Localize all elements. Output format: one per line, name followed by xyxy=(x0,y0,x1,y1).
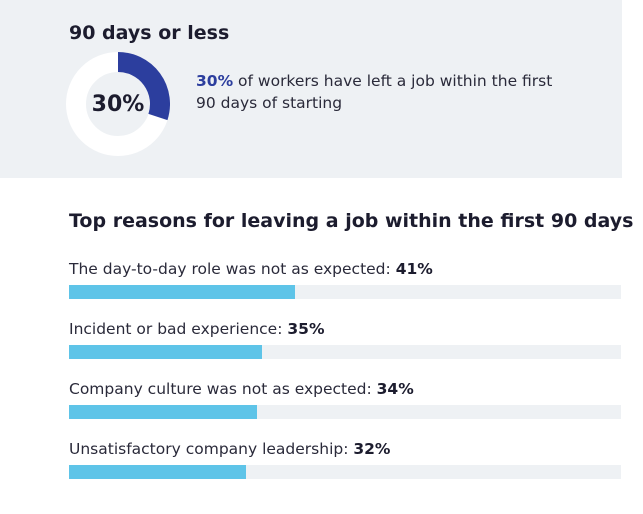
bar xyxy=(69,285,296,299)
bar xyxy=(69,405,257,419)
reason-item: Incident or bad experience: 35% xyxy=(69,318,621,378)
reasons-title: Top reasons for leaving a job within the… xyxy=(69,210,634,232)
stat-text: of workers have left a job within the fi… xyxy=(196,72,553,112)
donut-chart xyxy=(66,52,170,156)
bar xyxy=(69,465,246,479)
reason-value-label: 35% xyxy=(287,320,325,338)
reason-value-label: 41% xyxy=(395,260,433,278)
reason-value-label: 34% xyxy=(376,380,414,398)
reasons-bar-chart: The day-to-day role was not as expected:… xyxy=(69,258,621,498)
reason-text: Company culture was not as expected: xyxy=(69,380,377,398)
stat-description: 30% of workers have left a job within th… xyxy=(196,70,556,114)
reason-text: The day-to-day role was not as expected: xyxy=(69,260,396,278)
donut-slice xyxy=(117,52,170,121)
reason-item: Company culture was not as expected: 34% xyxy=(69,378,621,438)
reason-label: Company culture was not as expected: 34% xyxy=(69,378,621,400)
bar-track xyxy=(69,285,621,299)
reason-item: Unsatisfactory company leadership: 32% xyxy=(69,438,621,498)
reason-value-label: 32% xyxy=(353,440,391,458)
bar-track xyxy=(69,465,621,479)
reason-label: Incident or bad experience: 35% xyxy=(69,318,621,340)
bar-track xyxy=(69,405,621,419)
reason-label: Unsatisfactory company leadership: 32% xyxy=(69,438,621,460)
reason-text: Incident or bad experience: xyxy=(69,320,288,338)
bar-track xyxy=(69,345,621,359)
reason-text: Unsatisfactory company leadership: xyxy=(69,440,354,458)
bar xyxy=(69,345,263,359)
summary-title: 90 days or less xyxy=(69,22,230,44)
reason-label: The day-to-day role was not as expected:… xyxy=(69,258,621,280)
summary-panel: 90 days or less 30% 30% of workers have … xyxy=(0,0,622,178)
donut-percent-label: 30% xyxy=(91,91,145,117)
reason-item: The day-to-day role was not as expected:… xyxy=(69,258,621,318)
stat-highlight: 30% xyxy=(196,72,234,90)
